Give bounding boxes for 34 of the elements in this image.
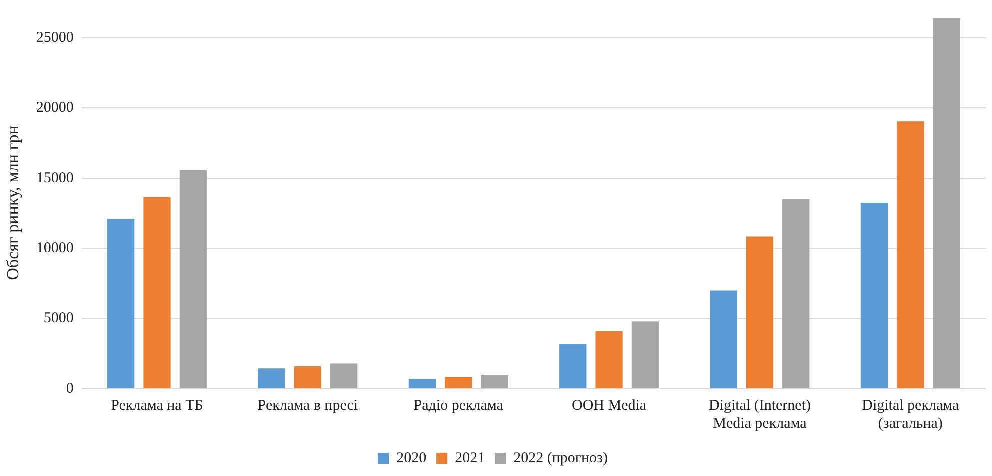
legend-label: 2022 (прогноз)	[514, 450, 608, 466]
x-tick-label: Digital (Internet) Media реклама	[708, 398, 811, 432]
bar	[560, 344, 587, 388]
x-tick-label: Реклама на ТБ	[111, 398, 204, 414]
y-tick-label: 5000	[44, 310, 74, 327]
bar	[445, 377, 472, 388]
bar	[108, 219, 135, 388]
bar	[782, 199, 810, 388]
x-tick-label: OOH Media	[572, 398, 647, 414]
bar	[408, 379, 436, 388]
bar	[897, 122, 924, 388]
y-tick-label: 0	[66, 380, 74, 397]
bar	[933, 18, 960, 388]
x-tick-label: Digital реклама (загальна)	[862, 398, 960, 432]
y-tick-label: 25000	[36, 30, 74, 46]
bar	[746, 236, 774, 388]
x-tick-label: Реклама в пресі	[258, 398, 358, 414]
bar	[330, 364, 358, 388]
bar	[596, 331, 623, 388]
bar	[180, 170, 207, 388]
legend-label: 2020	[396, 450, 427, 466]
y-tick-label: 20000	[36, 100, 74, 116]
y-tick-label: 10000	[36, 240, 74, 257]
bar	[632, 322, 660, 388]
bar	[710, 290, 738, 388]
bar	[294, 366, 322, 388]
bar	[144, 197, 171, 388]
bar	[481, 374, 508, 388]
y-axis-title: Обсяг ринку, млн грн	[4, 126, 23, 280]
bar	[860, 203, 888, 388]
x-tick-label: Радіо реклама	[414, 398, 504, 414]
bar	[258, 368, 286, 388]
y-tick-label: 15000	[36, 170, 74, 186]
legend-label: 2021	[455, 450, 486, 466]
